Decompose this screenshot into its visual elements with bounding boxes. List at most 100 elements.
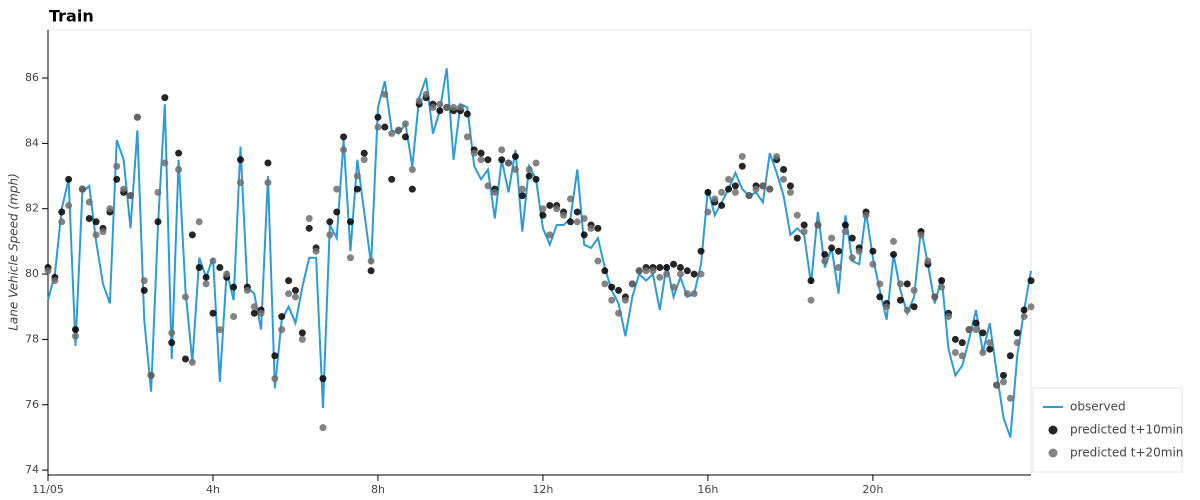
prediction-dot <box>58 218 66 226</box>
x-tick-label: 20h <box>862 483 883 496</box>
prediction-dot <box>979 348 987 356</box>
prediction-dot <box>580 231 588 239</box>
prediction-dot <box>133 113 141 121</box>
prediction-dot <box>305 224 313 232</box>
prediction-dot <box>278 313 286 321</box>
prediction-dot <box>271 352 279 360</box>
prediction-dot <box>85 198 93 206</box>
prediction-dot <box>436 107 444 115</box>
prediction-dot <box>1006 394 1014 402</box>
prediction-dot <box>725 175 733 183</box>
prediction-dot <box>360 149 368 157</box>
prediction-dot <box>298 329 306 337</box>
prediction-dot <box>876 293 884 301</box>
prediction-dot <box>910 303 918 311</box>
prediction-dot <box>333 185 341 193</box>
prediction-dot <box>216 264 224 272</box>
prediction-dot <box>814 221 822 229</box>
prediction-dot <box>243 286 251 294</box>
prediction-dot <box>855 247 863 255</box>
prediction-dot <box>670 260 678 268</box>
prediction-dot <box>223 270 231 278</box>
prediction-dot <box>154 218 162 226</box>
prediction-dot <box>113 175 121 183</box>
prediction-dot <box>780 175 788 183</box>
prediction-dot <box>408 185 416 193</box>
prediction-dot <box>958 339 966 347</box>
prediction-dot <box>319 375 327 383</box>
prediction-dot <box>525 172 533 180</box>
prediction-dot <box>525 166 533 174</box>
prediction-dot <box>271 375 279 383</box>
legend-label: predicted t+20min <box>1070 446 1183 460</box>
prediction-dot <box>711 195 719 203</box>
prediction-dot <box>395 126 403 134</box>
prediction-dot <box>367 267 375 275</box>
prediction-dot <box>340 146 348 154</box>
prediction-dot <box>518 185 526 193</box>
prediction-dot <box>230 283 238 291</box>
prediction-dot <box>532 159 540 167</box>
y-tick-label: 74 <box>25 463 39 476</box>
prediction-dot <box>731 188 739 196</box>
prediction-dot <box>835 264 843 272</box>
prediction-dot <box>738 152 746 160</box>
prediction-dot <box>951 348 959 356</box>
prediction-dot <box>298 335 306 343</box>
prediction-dot <box>862 211 870 219</box>
prediction-dot <box>168 329 176 337</box>
prediction-dot <box>450 103 458 111</box>
prediction-dot <box>346 218 354 226</box>
prediction-dot <box>993 381 1001 389</box>
prediction-dot <box>65 201 73 209</box>
prediction-dot <box>704 188 712 196</box>
prediction-dot <box>553 205 561 213</box>
prediction-dot <box>484 156 492 164</box>
prediction-dot <box>951 335 959 343</box>
y-tick-label: 78 <box>25 332 39 345</box>
prediction-dot <box>209 309 217 317</box>
prediction-dot <box>587 224 595 232</box>
prediction-dot <box>51 277 59 285</box>
prediction-dot <box>656 264 664 272</box>
prediction-dot <box>291 293 299 301</box>
prediction-dot <box>505 159 513 167</box>
prediction-dot <box>807 277 815 285</box>
prediction-dot <box>264 159 272 167</box>
prediction-dot <box>690 290 698 298</box>
prediction-dot <box>835 247 843 255</box>
prediction-dot <box>821 250 829 258</box>
prediction-dot <box>511 152 519 160</box>
prediction-dot <box>236 156 244 164</box>
prediction-dot <box>285 277 293 285</box>
prediction-dot <box>704 208 712 216</box>
prediction-dot <box>230 313 238 321</box>
prediction-dot <box>99 228 107 236</box>
prediction-dot <box>773 152 781 160</box>
prediction-dot <box>188 358 196 366</box>
prediction-dot <box>725 185 733 193</box>
prediction-dot <box>869 260 877 268</box>
prediction-dot <box>793 234 801 242</box>
prediction-dot <box>161 94 169 102</box>
prediction-dot <box>573 208 581 216</box>
prediction-dot <box>676 264 684 272</box>
prediction-dot <box>566 218 574 226</box>
prediction-dot <box>511 166 519 174</box>
prediction-dot <box>78 185 86 193</box>
prediction-dot <box>1027 303 1035 311</box>
prediction-dot <box>958 352 966 360</box>
prediction-dot <box>738 162 746 170</box>
prediction-dot <box>979 329 987 337</box>
prediction-dot <box>491 188 499 196</box>
prediction-dot <box>367 257 375 265</box>
prediction-dot <box>161 159 169 167</box>
y-axis-label: Lane Vehicle Speed (mph) <box>7 173 21 331</box>
prediction-dot <box>890 237 898 245</box>
prediction-dot <box>896 280 904 288</box>
prediction-dot <box>58 208 66 216</box>
prediction-dot <box>697 247 705 255</box>
prediction-dot <box>560 211 568 219</box>
